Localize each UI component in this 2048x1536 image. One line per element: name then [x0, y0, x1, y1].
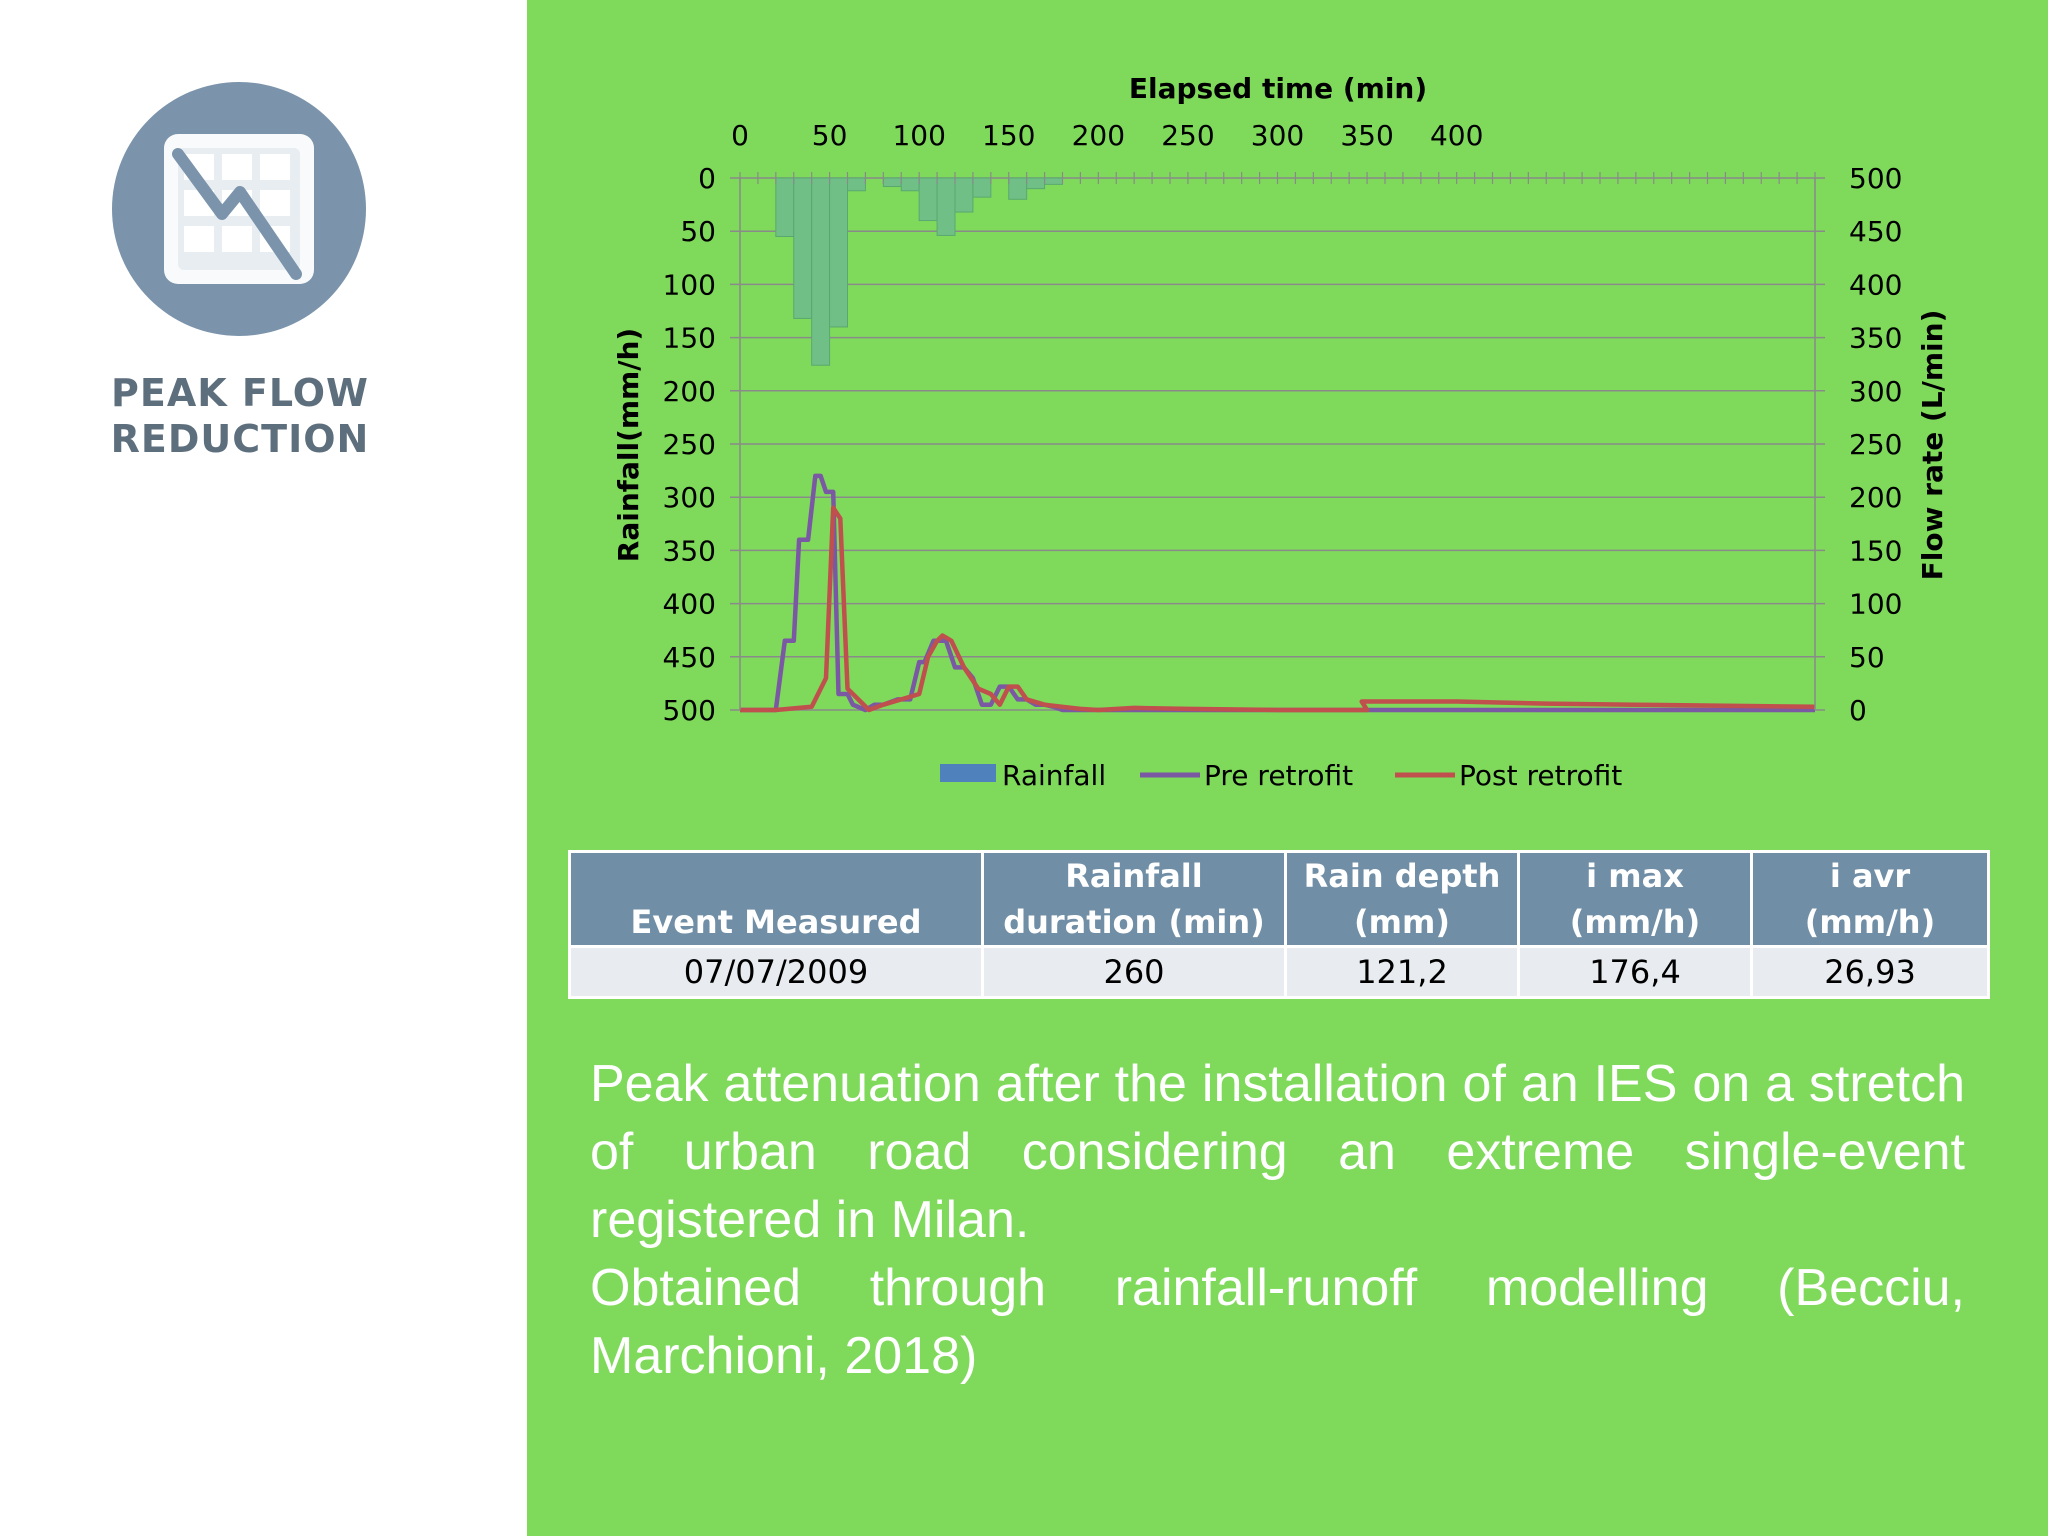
rainfall-bar	[918, 177, 938, 222]
legend-label-post-retrofit: Post retrofit	[1459, 759, 1622, 792]
y-left-axis-title: Rainfall(mm/h)	[612, 328, 645, 562]
logo-title-line1: PEAK FLOW	[111, 371, 369, 415]
table-cell: 176,4	[1517, 945, 1753, 999]
peak-flow-chart-icon	[164, 134, 314, 284]
table-cell: 260	[981, 945, 1287, 999]
table-header-cell: Event Measured	[568, 850, 984, 948]
rainfall-bar	[793, 177, 813, 319]
content-panel	[527, 0, 2048, 1536]
y-left-tick-label: 250	[663, 428, 716, 461]
y-left-tick-label: 150	[663, 322, 716, 355]
y-right-tick-label: 200	[1849, 481, 1902, 514]
table-header-cell: Rainfall duration (min)	[981, 850, 1287, 948]
y-right-tick-label: 250	[1849, 428, 1902, 461]
rainfall-bar	[900, 177, 920, 192]
x-tick-label: 350	[1340, 119, 1393, 152]
y-left-tick-label: 300	[663, 481, 716, 514]
rainfall-bar	[1008, 177, 1028, 200]
x-tick-label: 150	[982, 119, 1035, 152]
rainfall-bars	[775, 177, 1064, 366]
y-right-axis-title: Flow rate (L/min)	[1916, 310, 1949, 581]
x-tick-label: 250	[1161, 119, 1214, 152]
y-left-tick-label: 0	[698, 162, 716, 195]
y-left-tick-label: 200	[663, 375, 716, 408]
y-right-tick-label: 500	[1849, 162, 1902, 195]
logo-title: PEAK FLOW REDUCTION	[60, 370, 420, 462]
y-left-tick-label: 350	[663, 534, 716, 567]
y-left-tick-label: 50	[680, 215, 716, 248]
x-tick-label: 200	[1072, 119, 1125, 152]
x-tick-label: 0	[731, 119, 749, 152]
y-right-tick-label: 450	[1849, 215, 1902, 248]
rainfall-bar	[954, 177, 974, 213]
rainfall-bar	[1044, 177, 1064, 185]
y-right-tick-label: 350	[1849, 322, 1902, 355]
logo-title-line2: REDUCTION	[110, 417, 370, 461]
y-left-tick-label: 400	[663, 588, 716, 621]
chart-legend: Rainfall Pre retrofit Post retrofit	[940, 759, 1622, 792]
y-right-tick-label: 400	[1849, 268, 1902, 301]
logo-circle	[112, 82, 366, 336]
table-row: 07/07/2009 260 121,2 176,4 26,93	[568, 945, 1990, 999]
table-header-row: Event Measured Rainfall duration (min) Rai…	[568, 850, 1990, 948]
x-axis-title: Elapsed time (min)	[1129, 72, 1427, 105]
table-header-cell: Rain depth (mm)	[1284, 850, 1520, 948]
rainfall-bar	[936, 177, 956, 236]
legend-label-rainfall: Rainfall	[1002, 759, 1106, 792]
rainfall-bar	[775, 177, 795, 238]
rainfall-bar	[882, 177, 902, 188]
caption-paragraph-2: Obtained through rainfall-runoff modelli…	[590, 1259, 1965, 1385]
y-right-tick-label: 150	[1849, 534, 1902, 567]
series-line-pre-retrofit	[740, 473, 1815, 713]
y-left-tick-label: 450	[663, 641, 716, 674]
y-right-tick-label: 300	[1849, 375, 1902, 408]
rainfall-bar	[811, 177, 831, 366]
series-line-post-retrofit	[740, 505, 1816, 713]
table-header-cell: i max (mm/h)	[1517, 850, 1753, 948]
table-header-cell: i avr (mm/h)	[1750, 850, 1990, 948]
rainfall-bar	[1026, 177, 1046, 190]
table-cell: 121,2	[1284, 945, 1520, 999]
table-cell: 07/07/2009	[568, 945, 984, 999]
y-right-tick-label: 0	[1849, 694, 1867, 727]
legend-label-pre-retrofit: Pre retrofit	[1204, 759, 1353, 792]
y-left-tick-label: 100	[663, 268, 716, 301]
x-tick-label: 300	[1251, 119, 1304, 152]
chart-grid	[730, 177, 1825, 711]
rainfall-bar	[847, 177, 866, 192]
y-right-tick-label: 50	[1849, 641, 1885, 674]
y-left-tick-label: 500	[663, 694, 716, 727]
legend-swatch-rainfall	[940, 764, 996, 782]
flow-lines	[740, 473, 1816, 713]
table-cell: 26,93	[1750, 945, 1990, 999]
table-body: 07/07/2009 260 121,2 176,4 26,93	[568, 945, 1990, 999]
caption: Peak attenuation after the installation …	[590, 1050, 1965, 1390]
event-table: Event Measured Rainfall duration (min) Rai…	[568, 850, 1990, 999]
x-tick-label: 400	[1430, 119, 1483, 152]
x-tick-label: 50	[812, 119, 848, 152]
rainfall-bar	[829, 177, 848, 328]
rainfall-bar	[972, 177, 992, 198]
left-panel: PEAK FLOW REDUCTION	[0, 0, 527, 1536]
caption-paragraph-1: Peak attenuation after the installation …	[590, 1055, 1965, 1249]
y-right-tick-label: 100	[1849, 588, 1902, 621]
x-tick-label: 100	[892, 119, 945, 152]
